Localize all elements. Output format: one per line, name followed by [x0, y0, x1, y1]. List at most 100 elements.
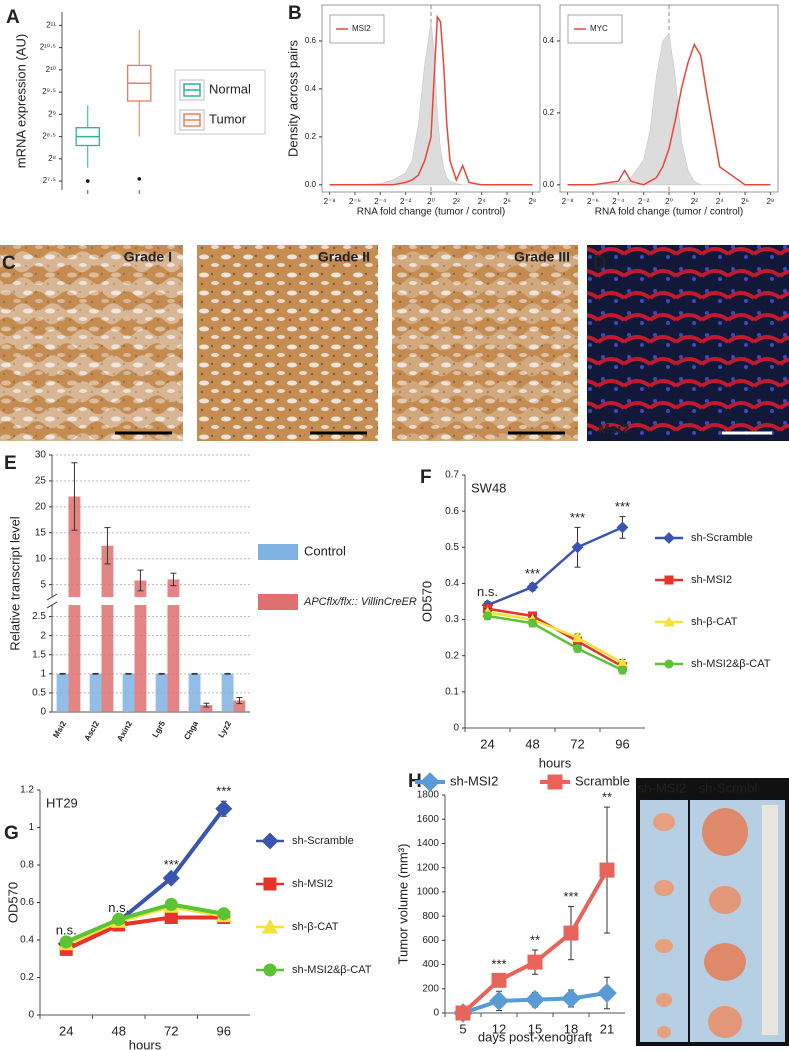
y-tick-label: 1800: [417, 790, 440, 801]
legend-label: Tumor: [209, 111, 247, 126]
annotation: n.s.: [56, 922, 77, 937]
y-axis-label: Density across pairs: [285, 39, 300, 157]
y-tick-label: 0.3: [445, 614, 459, 625]
x-tick-label: 48: [112, 1023, 126, 1038]
x-axis-label: hours: [539, 755, 572, 770]
y-tick-label: 2⁹: [48, 109, 56, 118]
x-tick-label: Chga: [182, 719, 200, 741]
y-tick-label: 0.4: [305, 84, 317, 93]
marker: [483, 611, 492, 621]
marker: [573, 643, 582, 653]
x-tick-label: 2⁻⁸: [562, 197, 574, 206]
tumor-photo: [636, 778, 789, 1046]
x-tick-label: 72: [570, 736, 584, 751]
tumor: [708, 1006, 742, 1038]
inset-title: HT29: [46, 795, 78, 810]
y-tick-label: 2⁹·⁵: [42, 87, 56, 96]
marker: [597, 983, 617, 1003]
annotation: ***: [563, 889, 578, 904]
outlier: [137, 177, 142, 181]
panel-letter: E: [4, 453, 17, 474]
y-axis-label: OD570: [419, 581, 434, 622]
annotation: **: [530, 932, 540, 947]
bar: [122, 673, 135, 712]
series-line: [487, 614, 624, 672]
x-tick-label: 2⁻⁴: [374, 197, 387, 206]
marker: [162, 869, 180, 887]
y-tick-label: 0: [453, 723, 459, 734]
annotation: ***: [525, 566, 540, 581]
marker: [616, 521, 629, 534]
marker: [664, 575, 674, 585]
legend-label: sh-Scramble: [691, 532, 753, 544]
legend-label: sh-β-CAT: [292, 921, 339, 933]
y-tick-label: 2¹¹: [46, 20, 56, 29]
marker: [164, 911, 178, 924]
density-line: [329, 14, 533, 186]
annotation: **: [602, 790, 612, 805]
tumor: [655, 939, 673, 953]
x-tick-label: 72: [164, 1023, 178, 1038]
fluorescence-image: [587, 245, 789, 441]
x-tick-label: 2⁻⁴: [612, 197, 625, 206]
x-tick-label: 2⁴: [716, 197, 724, 206]
x-tick-label: 18: [564, 1021, 578, 1036]
panel-letter: F: [420, 467, 432, 488]
series-line: [487, 607, 624, 668]
density-area: [329, 21, 533, 186]
x-tick-label: 5: [459, 1021, 466, 1036]
series-line: [65, 902, 225, 944]
panel-letter: D: [593, 253, 607, 274]
legend-label: sh-MSI2: [450, 773, 498, 788]
y-tick-label: 0.5: [445, 542, 459, 553]
tumor: [704, 943, 746, 981]
marker: [561, 988, 581, 1009]
legend-label: MSI2: [352, 24, 371, 33]
bar: [56, 673, 69, 712]
y-tick-label: 0.6: [20, 897, 34, 908]
ihc-texture: [0, 245, 183, 441]
y-tick-label: 1: [40, 668, 46, 679]
y-tick-label: 2: [40, 630, 46, 641]
marker: [217, 907, 231, 921]
x-tick-label: 2⁻⁶: [349, 197, 361, 206]
x-tick-label: Lyz2: [217, 719, 234, 739]
x-tick-label: Lgr5: [151, 719, 168, 739]
image-label: Grade II: [318, 249, 370, 265]
tumor: [702, 808, 748, 856]
y-tick-label: 1400: [417, 838, 440, 849]
bar: [200, 705, 213, 712]
tumor: [654, 880, 674, 896]
outlier: [85, 179, 90, 183]
bar: [155, 673, 168, 712]
y-tick-label: 0.2: [20, 972, 34, 983]
marker: [663, 532, 675, 544]
y-tick-label: 800: [422, 911, 439, 922]
marker: [261, 918, 279, 934]
y-tick-label: 0: [40, 707, 46, 718]
y-tick-label: 2⁸: [48, 154, 56, 163]
ihc-texture: [392, 245, 578, 441]
x-axis-label: RNA fold change (tumor / control): [357, 207, 505, 218]
bar: [101, 545, 114, 712]
y-tick-label: 0: [433, 1008, 439, 1019]
legend-label: sh-β-CAT: [691, 616, 738, 628]
marker: [528, 618, 537, 628]
y-tick-label: 0.6: [445, 506, 459, 517]
panel-letter: G: [4, 823, 19, 844]
y-tick-label: 2.5: [32, 611, 46, 622]
y-tick-label: 10: [35, 553, 47, 564]
legend-label: sh-Scramble: [292, 835, 354, 847]
annotation: ***: [491, 957, 506, 972]
marker: [112, 912, 126, 926]
y-tick-label: 2¹⁰: [46, 65, 56, 74]
tumor: [656, 993, 672, 1007]
y-tick-label: 0.8: [20, 860, 34, 871]
x-tick-label: 2⁰: [665, 197, 673, 206]
y-tick-label: 0.2: [305, 132, 317, 141]
x-tick-label: 2⁶: [741, 197, 749, 206]
axis-break: [46, 597, 252, 605]
legend-label: Control: [304, 543, 346, 558]
break-mark: [46, 601, 58, 609]
image-label: Msi2: [598, 421, 629, 437]
